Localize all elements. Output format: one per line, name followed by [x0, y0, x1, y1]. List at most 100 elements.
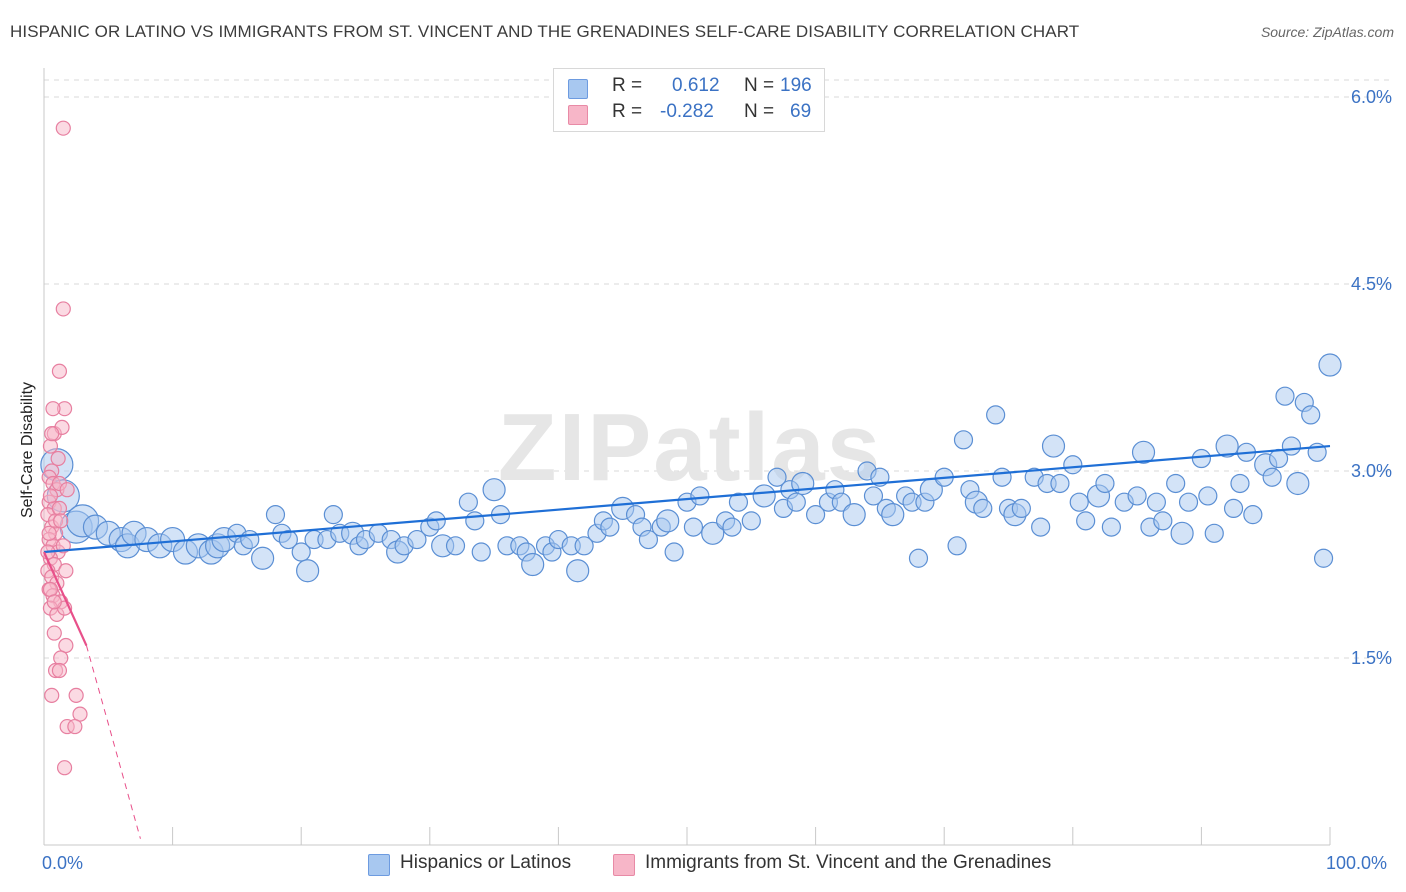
legend-swatch-pink [568, 105, 588, 125]
data-point [445, 536, 466, 556]
y-tick-label: 1.5% [1351, 648, 1392, 668]
data-point [728, 492, 749, 512]
trend-line-immigrants [42, 551, 88, 646]
data-point [638, 529, 659, 550]
data-point [683, 517, 704, 537]
data-point [863, 486, 884, 506]
data-point [50, 450, 66, 467]
data-point [1127, 486, 1147, 506]
data-point [953, 430, 974, 450]
data-point [1223, 498, 1244, 518]
data-point [1243, 505, 1263, 525]
data-point [278, 529, 298, 550]
trend-line-hispanics [43, 444, 1331, 554]
series-legend: Hispanics or Latinos Immigrants from St.… [0, 852, 1406, 878]
data-point [1178, 492, 1199, 512]
data-point [46, 625, 62, 641]
data-point [947, 536, 967, 556]
data-point [59, 482, 75, 498]
data-point [1281, 436, 1302, 456]
data-point [1101, 517, 1121, 537]
data-point [1275, 386, 1295, 406]
data-point [805, 505, 826, 525]
data-point [1076, 511, 1096, 531]
data-point [600, 517, 620, 537]
data-point [58, 563, 74, 579]
y-tick-label: 3.0% [1351, 461, 1392, 481]
data-point [1318, 353, 1342, 377]
x-axis-min-label: 0.0% [42, 853, 84, 873]
data-point [67, 718, 83, 735]
data-point [1166, 473, 1186, 494]
data-point [51, 662, 68, 679]
data-point [482, 478, 506, 502]
data-point [42, 438, 59, 454]
chart-source: Source: ZipAtlas.com [1260, 24, 1394, 40]
data-point [56, 760, 73, 776]
data-point [1170, 521, 1194, 545]
data-point [986, 405, 1006, 425]
data-point [1063, 455, 1083, 475]
data-point [881, 503, 905, 527]
x-axis-max-label: 100.0% [1326, 853, 1388, 873]
data-point [574, 536, 594, 556]
y-tick-label: 6.0% [1351, 87, 1392, 107]
trend-lines [42, 444, 1331, 839]
trend-line-immigrants-extension [85, 645, 141, 839]
y-tick-labels: 1.5% 3.0% 4.5% 6.0% [1351, 87, 1392, 668]
data-point [1095, 473, 1115, 494]
grid-lines [44, 79, 1392, 659]
legend-n-value: 69 [790, 101, 812, 122]
data-point [1131, 440, 1156, 464]
legend-swatch-pink [613, 854, 635, 876]
data-point [992, 467, 1012, 487]
legend-r-value: 0.612 [672, 75, 720, 96]
data-point [1031, 517, 1051, 537]
data-point [44, 687, 60, 704]
data-point [55, 120, 71, 136]
data-point [842, 503, 866, 527]
data-point [908, 548, 929, 568]
data-point [296, 559, 320, 583]
data-point [656, 509, 680, 533]
data-point [44, 426, 60, 442]
data-point [1153, 511, 1173, 531]
data-point [1011, 498, 1031, 518]
watermark: ZIPatlas [498, 394, 882, 501]
data-point [752, 484, 776, 508]
data-point [1215, 434, 1239, 458]
data-point [251, 546, 275, 570]
data-point [291, 542, 311, 562]
series-hispanics-points [40, 353, 1342, 583]
y-axis-label: Self-Care Disability [19, 381, 36, 519]
data-point [1146, 492, 1166, 512]
data-point [45, 401, 61, 417]
data-point [240, 529, 260, 550]
data-point [973, 498, 993, 518]
series-svg-immigrants-points [40, 120, 88, 776]
data-point [1069, 492, 1089, 512]
legend-r-key: R = [612, 101, 643, 122]
data-point [68, 687, 84, 704]
data-point [690, 486, 710, 506]
correlation-legend: R = 0.612 N = 196 R = -0.282 N = 69 [553, 68, 825, 132]
legend-n-value: 196 [780, 75, 812, 96]
data-point [41, 525, 57, 541]
legend-r-key: R = [612, 75, 643, 96]
legend-swatch-blue [368, 854, 390, 876]
data-point [53, 513, 69, 529]
data-point [566, 559, 590, 583]
data-point [55, 301, 71, 317]
data-point [1041, 434, 1066, 458]
data-point [1198, 486, 1218, 506]
legend-label: Immigrants from St. Vincent and the Gren… [645, 852, 1052, 873]
data-point [42, 581, 59, 598]
legend-n-key: N = [744, 75, 775, 96]
y-tick-label: 4.5% [1351, 274, 1392, 294]
data-point [1286, 471, 1310, 496]
data-point [786, 492, 806, 512]
data-point [741, 511, 761, 531]
data-point [1301, 405, 1321, 425]
data-point [701, 521, 725, 545]
